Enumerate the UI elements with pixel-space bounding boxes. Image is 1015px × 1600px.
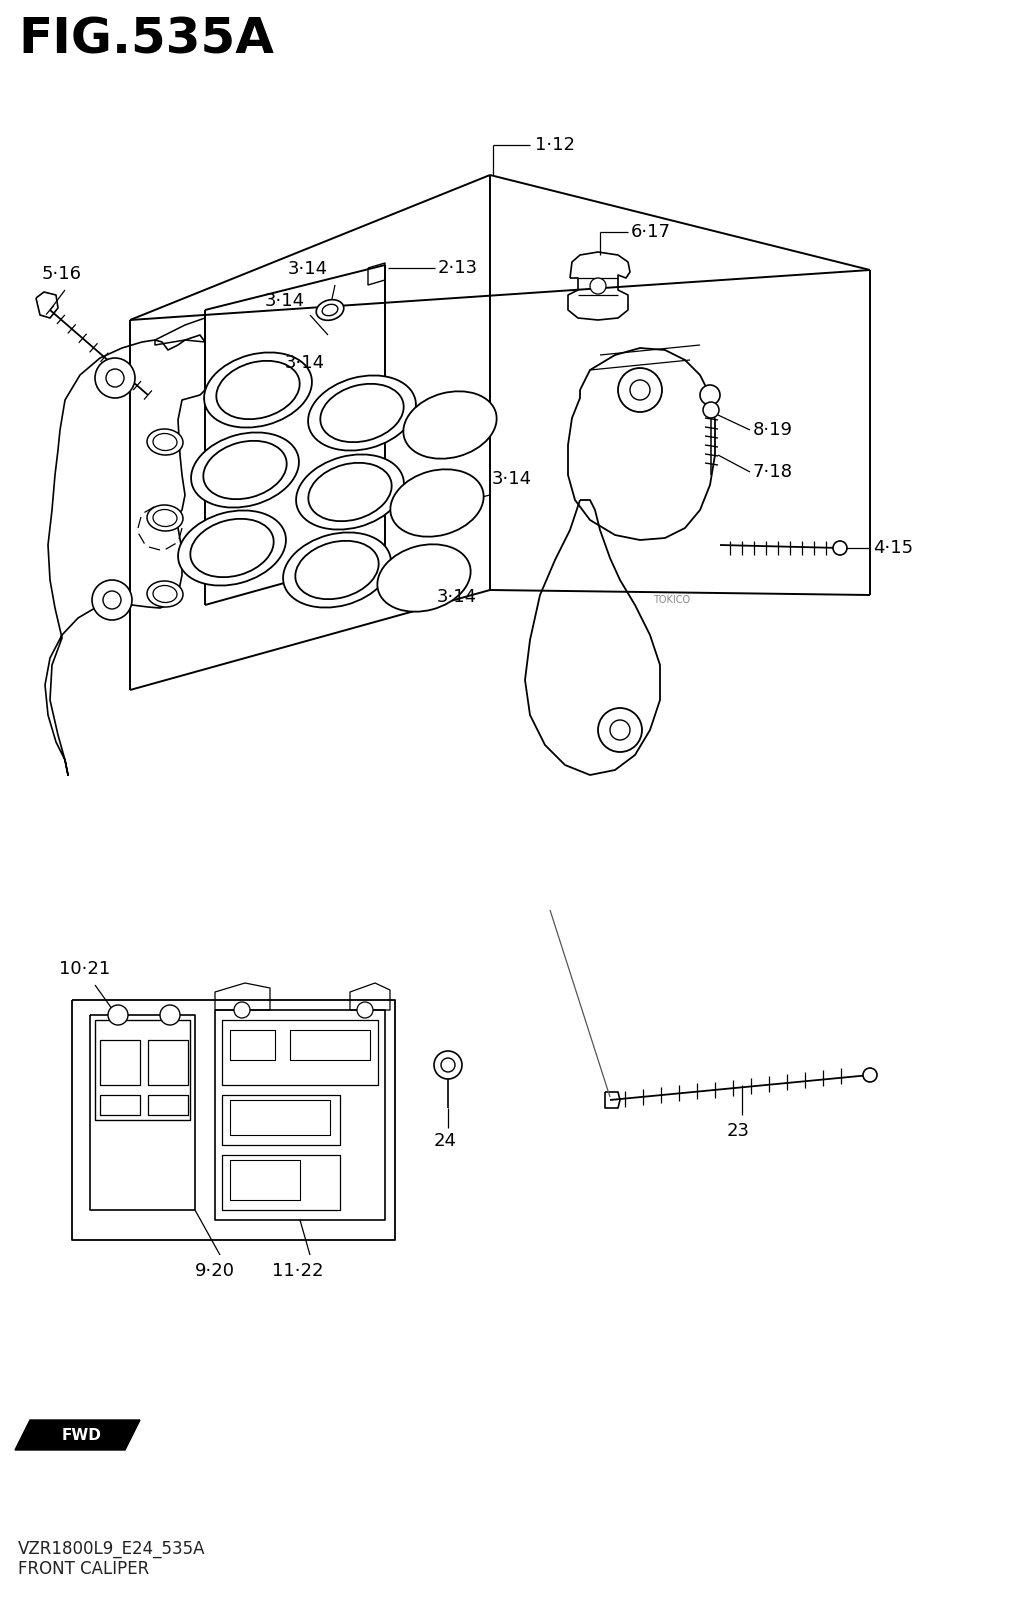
Text: 24: 24 xyxy=(433,1133,457,1150)
Circle shape xyxy=(863,1069,877,1082)
Ellipse shape xyxy=(295,541,379,598)
Ellipse shape xyxy=(309,462,392,522)
Text: 3·14: 3·14 xyxy=(288,259,328,278)
Ellipse shape xyxy=(296,454,404,530)
Circle shape xyxy=(234,1002,250,1018)
Circle shape xyxy=(630,379,650,400)
Ellipse shape xyxy=(203,442,286,499)
Text: FIG.535A: FIG.535A xyxy=(18,14,274,62)
Text: 3·14: 3·14 xyxy=(285,354,325,371)
Text: 4·15: 4·15 xyxy=(873,539,914,557)
Text: 7·18: 7·18 xyxy=(753,462,793,482)
Text: 23: 23 xyxy=(727,1122,749,1139)
Ellipse shape xyxy=(309,376,416,451)
Text: 3·14: 3·14 xyxy=(437,587,477,606)
Ellipse shape xyxy=(283,533,391,608)
Circle shape xyxy=(700,386,720,405)
Circle shape xyxy=(833,541,847,555)
Polygon shape xyxy=(15,1421,140,1450)
Text: 5·16: 5·16 xyxy=(42,266,82,283)
Text: 8·19: 8·19 xyxy=(753,421,793,438)
Circle shape xyxy=(441,1058,455,1072)
Circle shape xyxy=(590,278,606,294)
Circle shape xyxy=(618,368,662,411)
Circle shape xyxy=(108,1005,128,1026)
Text: 10·21: 10·21 xyxy=(59,960,111,978)
Ellipse shape xyxy=(178,510,286,586)
Ellipse shape xyxy=(147,581,183,606)
Text: 2·13: 2·13 xyxy=(438,259,478,277)
Text: VZR1800L9_E24_535A: VZR1800L9_E24_535A xyxy=(18,1539,205,1558)
Ellipse shape xyxy=(153,586,177,603)
Ellipse shape xyxy=(403,392,496,459)
Circle shape xyxy=(610,720,630,739)
Text: FWD: FWD xyxy=(62,1427,102,1443)
Ellipse shape xyxy=(153,509,177,526)
Ellipse shape xyxy=(191,518,274,578)
Circle shape xyxy=(95,358,135,398)
Text: 6·17: 6·17 xyxy=(631,222,671,242)
Ellipse shape xyxy=(216,362,299,419)
Ellipse shape xyxy=(317,299,344,320)
Circle shape xyxy=(357,1002,373,1018)
Text: 9·20: 9·20 xyxy=(195,1262,235,1280)
Text: FRONT CALIPER: FRONT CALIPER xyxy=(18,1560,149,1578)
Ellipse shape xyxy=(153,434,177,451)
Text: 11·22: 11·22 xyxy=(272,1262,324,1280)
Circle shape xyxy=(160,1005,180,1026)
Ellipse shape xyxy=(191,432,299,507)
Circle shape xyxy=(92,579,132,619)
Circle shape xyxy=(434,1051,462,1078)
Circle shape xyxy=(106,370,124,387)
Text: TOKICO: TOKICO xyxy=(654,595,690,605)
Ellipse shape xyxy=(147,429,183,454)
Ellipse shape xyxy=(147,506,183,531)
Circle shape xyxy=(703,402,719,418)
Text: 1·12: 1·12 xyxy=(535,136,576,154)
Ellipse shape xyxy=(322,304,338,315)
Circle shape xyxy=(103,590,121,610)
Text: 3·14: 3·14 xyxy=(265,291,306,310)
Ellipse shape xyxy=(204,352,312,427)
Ellipse shape xyxy=(321,384,404,442)
Circle shape xyxy=(598,707,642,752)
Ellipse shape xyxy=(391,469,483,536)
Ellipse shape xyxy=(378,544,471,611)
Text: 3·14: 3·14 xyxy=(492,470,532,488)
